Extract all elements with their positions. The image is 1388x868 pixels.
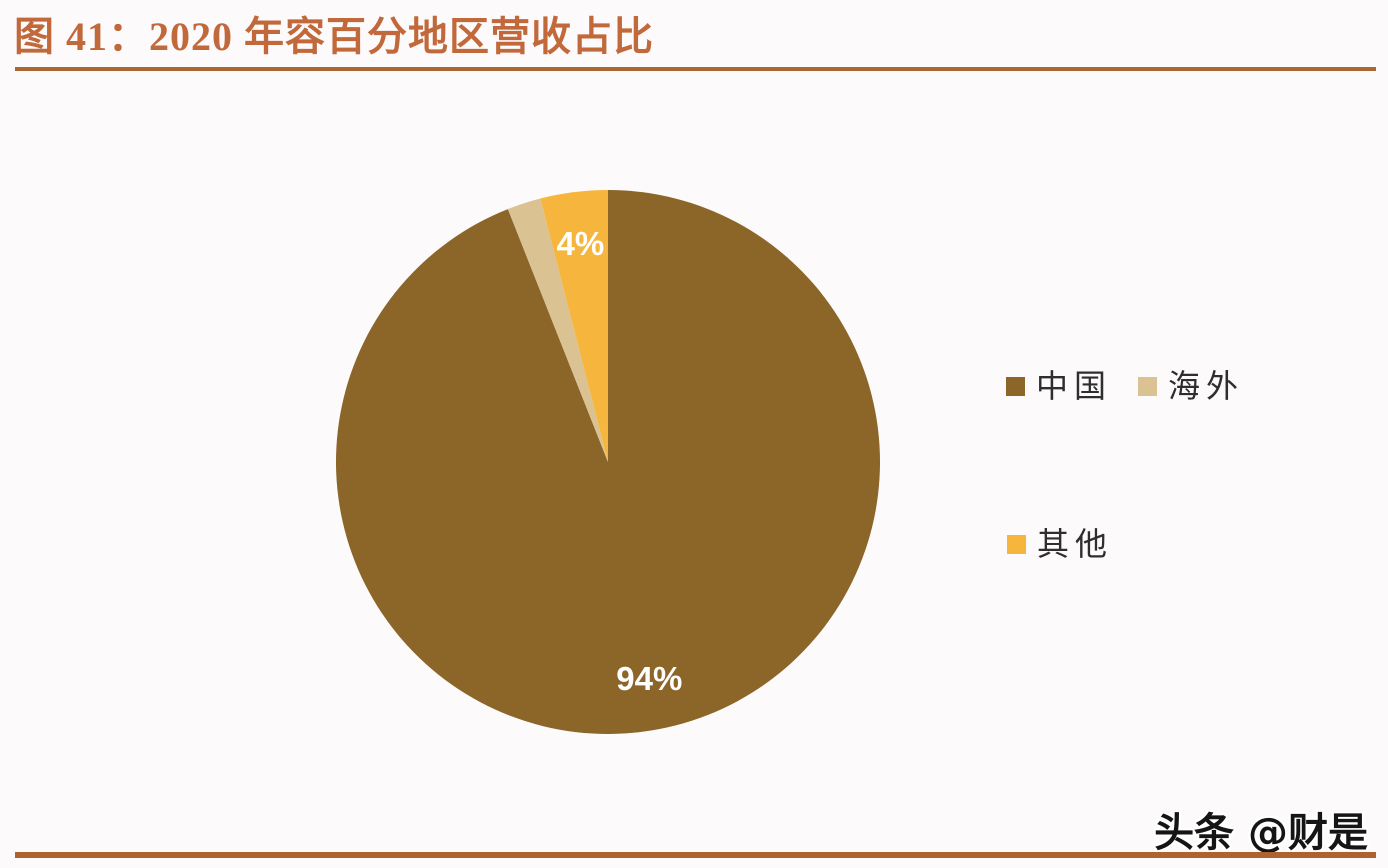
legend-label-other: 其他 xyxy=(1037,526,1114,562)
bottom-divider-line xyxy=(15,852,1376,858)
chart-title: 图 41：2020 年容百分地区营收占比 xyxy=(14,14,654,59)
legend-swatch-other xyxy=(1007,534,1026,554)
title-divider-line xyxy=(15,67,1376,71)
pie-data-label-中国: 94% xyxy=(616,660,682,697)
legend-label-china: 中国 xyxy=(1036,368,1113,404)
pie-chart: 94% 4% xyxy=(336,190,880,734)
pie-slice-海外 xyxy=(507,198,608,463)
legend-item-china: 中国 xyxy=(1006,368,1112,404)
legend-item-overseas: 海外 xyxy=(1138,368,1244,404)
legend-label-overseas: 海外 xyxy=(1168,368,1245,404)
pie-slice-中国 xyxy=(336,190,880,734)
pie-data-label-其他: 4% xyxy=(557,225,605,262)
toutiao-watermark: 头条 @财是 xyxy=(1154,810,1368,856)
legend-item-other: 其他 xyxy=(1007,526,1113,562)
legend-swatch-china xyxy=(1006,376,1025,396)
legend-swatch-overseas xyxy=(1138,376,1157,396)
pie-slice-其他 xyxy=(540,190,608,462)
